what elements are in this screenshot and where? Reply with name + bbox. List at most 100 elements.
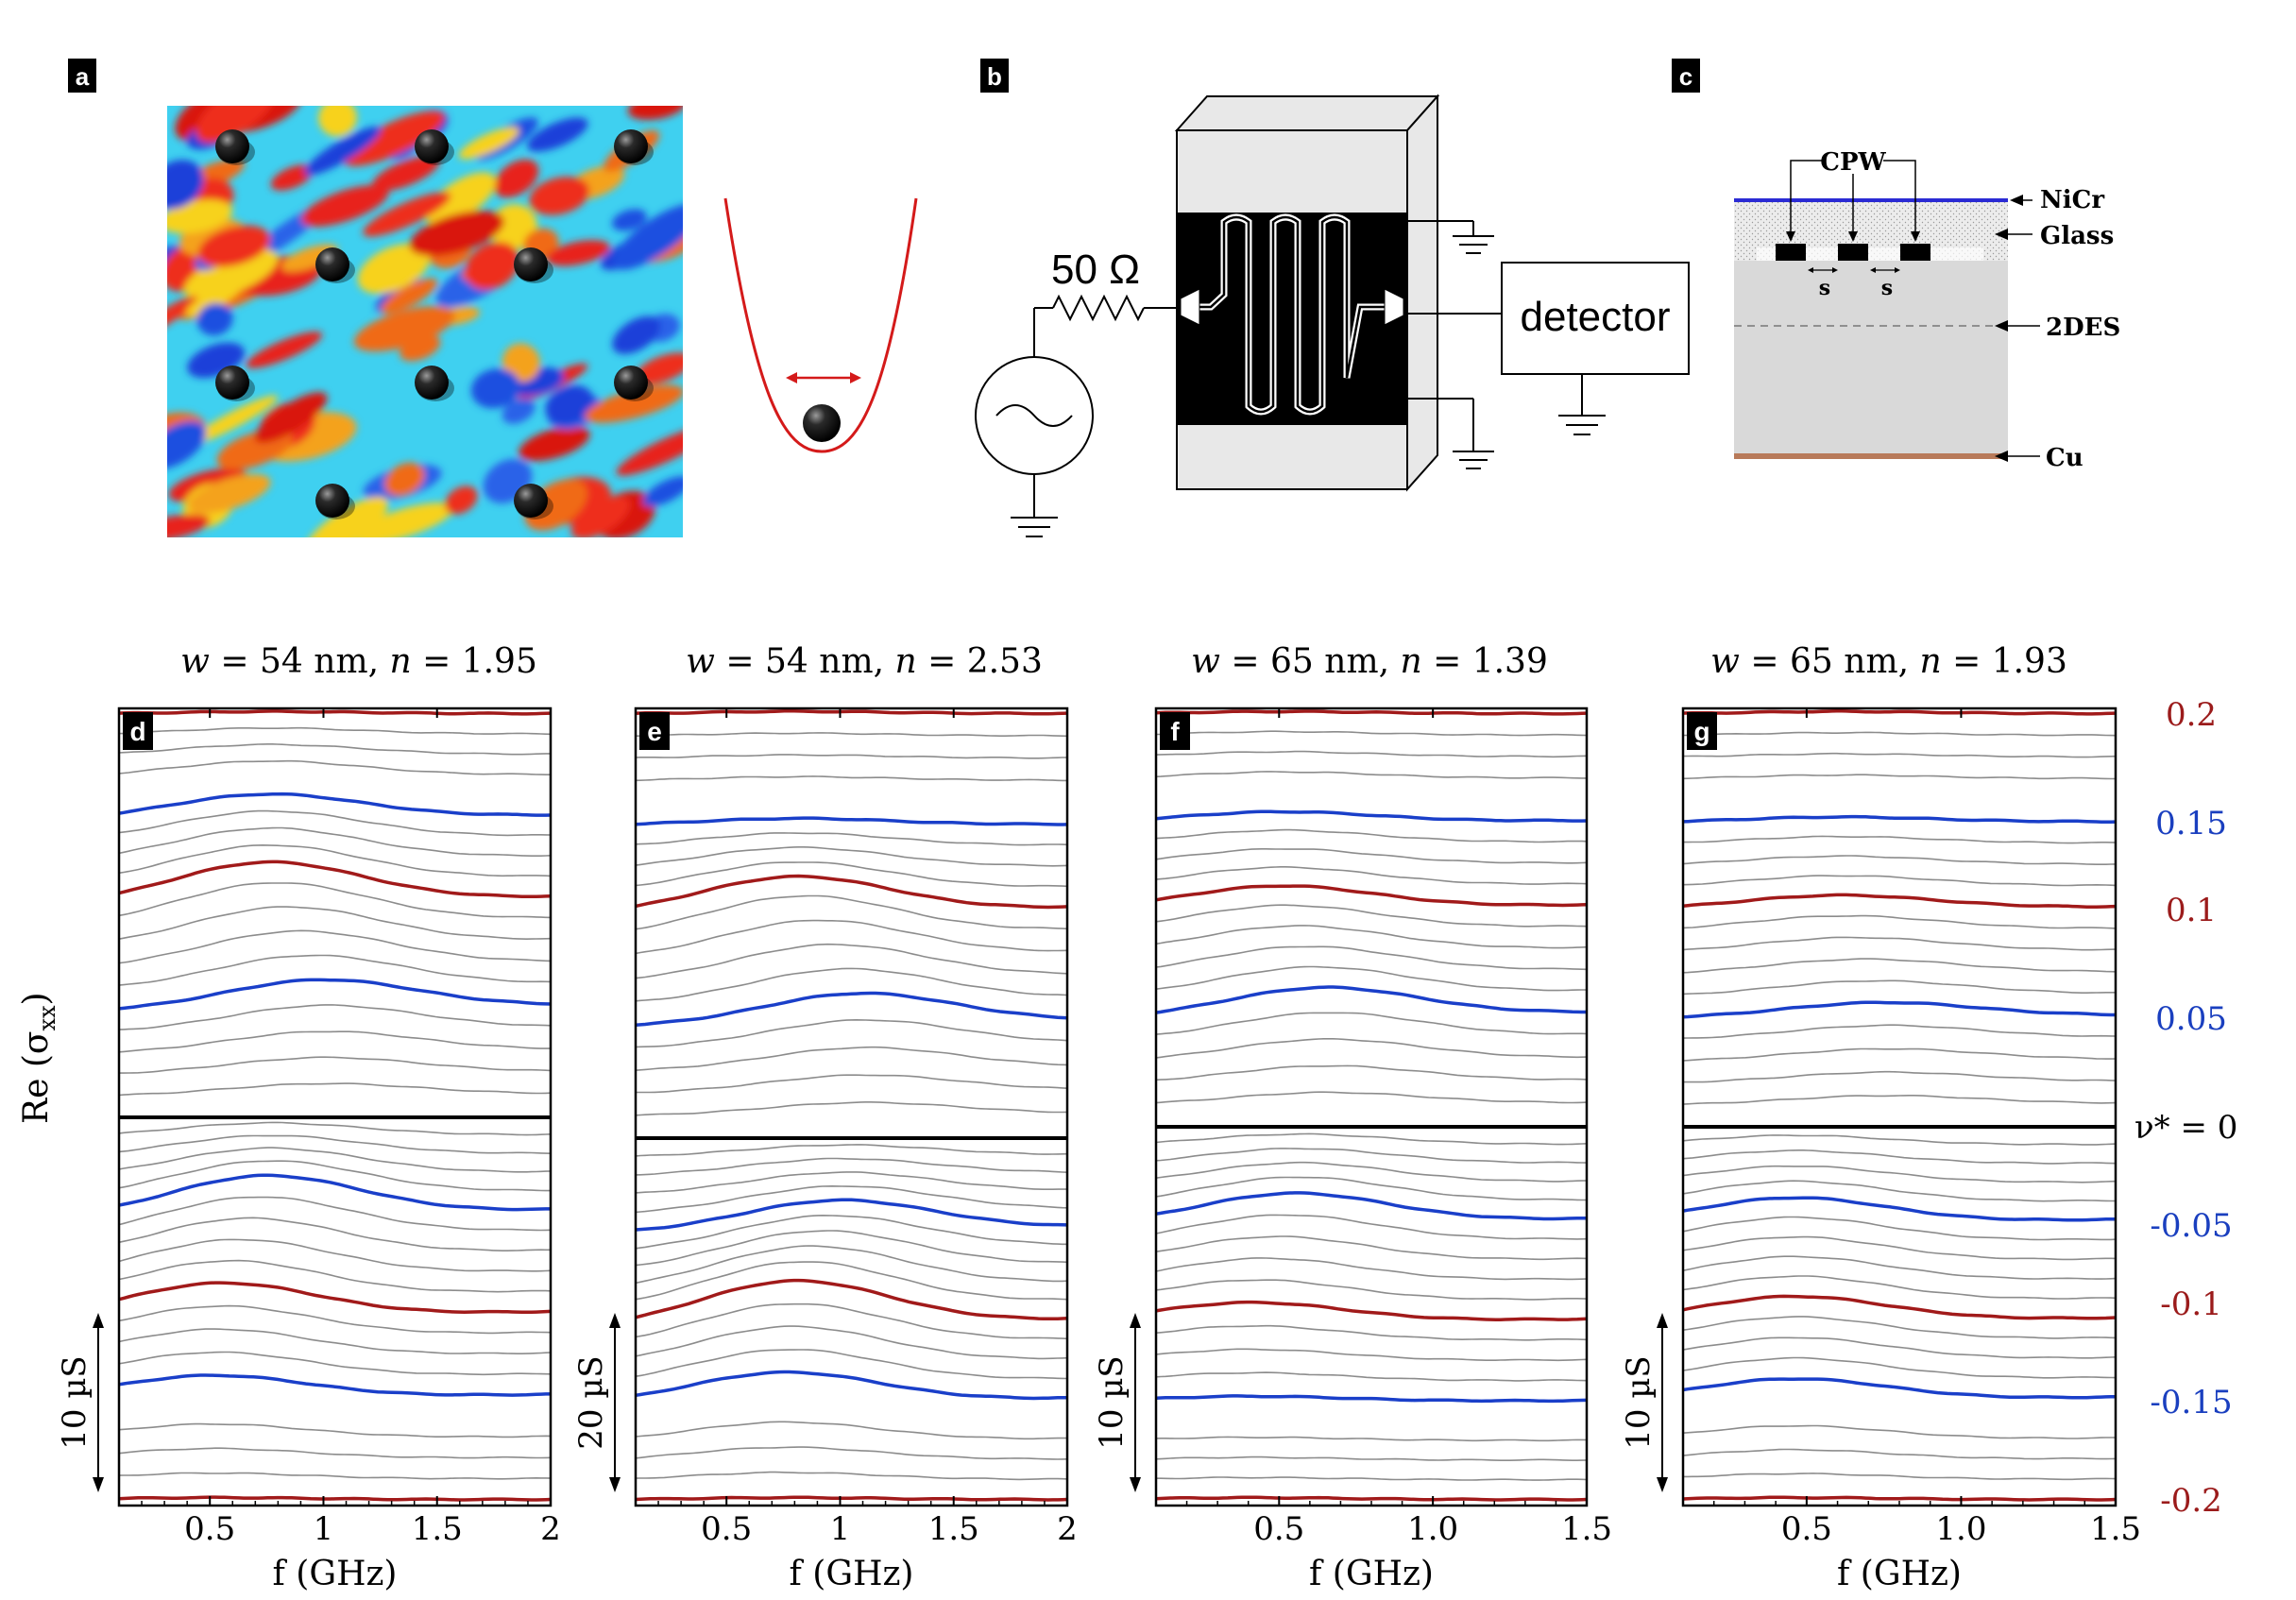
trace-gray (118, 1238, 552, 1272)
trace-gray (118, 1004, 552, 1030)
trace-gray (1155, 1064, 1588, 1081)
electron-ball (415, 366, 449, 400)
ground-icon (1453, 451, 1494, 469)
panel-label-f-box (1160, 712, 1190, 750)
filling-factor-label: -0.05 (2150, 1207, 2232, 1245)
trace-red (1682, 1294, 2117, 1320)
x-axis-label: f (GHz) (273, 1555, 398, 1593)
trace-gray (635, 1349, 1068, 1380)
trace-gray (635, 1184, 1068, 1214)
panel-label-d: d (129, 717, 145, 746)
trace-gray (118, 954, 552, 986)
panel-title: w = 65 nm, n = 1.39 (1191, 642, 1548, 681)
trace-gray (1155, 1324, 1588, 1341)
cpw-ground-plane (1177, 213, 1407, 425)
x-tick-label: 1.5 (1561, 1510, 1612, 1548)
trace-gray (119, 1056, 552, 1074)
trace-red (118, 709, 552, 716)
panel-label-d-box (123, 712, 153, 750)
trace-gray (1155, 925, 1588, 949)
trace-gray (1682, 1255, 2117, 1280)
trace-gray (1155, 904, 1588, 928)
trace-gray (635, 1446, 1068, 1460)
trace-gray (1683, 1070, 2117, 1083)
trace-gray (1682, 1024, 2117, 1039)
svg-text:NiCr: NiCr (2040, 186, 2104, 214)
trace-gray (635, 967, 1068, 1002)
trace-blue (1155, 809, 1588, 823)
trace-gray (1155, 1132, 1588, 1146)
electron-ball (803, 404, 841, 442)
panel-label-b: b (987, 62, 1002, 91)
trace-gray (635, 1370, 1067, 1400)
x-axis-label: f (GHz) (1309, 1555, 1434, 1593)
trace-blue (1155, 1191, 1587, 1221)
layer-label-cu: Cu (1995, 444, 2083, 472)
trace-gray (118, 1472, 552, 1480)
trace-red (635, 874, 1068, 910)
trace-gray (1682, 1216, 2117, 1241)
panel-f: 0.5 1.0 1.5 f (GHz) w = 65 nm, n = 1.39 f 10 µ… (1093, 642, 1612, 1593)
panel-c: c CPW s s NiCr (1672, 59, 2120, 472)
x-tick-label: 1.5 (412, 1510, 463, 1548)
panel-label-c-box (1672, 59, 1700, 93)
trace-gray (635, 894, 1068, 930)
electron-ball (514, 247, 548, 281)
trace-gray (1682, 1165, 2117, 1183)
trace-blue (118, 1373, 551, 1397)
trace-gray (635, 1018, 1068, 1048)
trace-gray (635, 754, 1067, 759)
x-tick-label: 0.5 (184, 1510, 235, 1548)
trace-gray (1682, 1336, 2117, 1359)
trace-gray (118, 1351, 552, 1376)
electron-ball (614, 129, 648, 163)
trace-gray (118, 759, 551, 775)
trace-gray (635, 861, 1068, 888)
resistor-icon (1052, 294, 1145, 322)
panel-g: 0.5 1.0 1.5 f (GHz) w = 65 nm, n = 1.93 g 10 µ… (1620, 642, 2141, 1593)
panel-d: 0.5 1 1.5 2 f (GHz) w = 54 nm, n = 1.95 d 10 µS (56, 642, 561, 1593)
electron-ball (315, 484, 349, 518)
trace-gray (636, 732, 1068, 738)
trace-red (118, 1495, 552, 1502)
trace-gray (118, 906, 552, 941)
panel-label-e: e (647, 717, 662, 746)
electron-ball (514, 484, 548, 518)
trace-blue (1682, 1377, 2117, 1400)
trace-gray (118, 1217, 551, 1251)
panel-label-e-box (639, 712, 670, 750)
cpw-strip (1900, 244, 1930, 261)
trace-blue (1155, 1394, 1588, 1404)
electron-ball (215, 366, 249, 400)
x-tick-label: 0.5 (1253, 1510, 1304, 1548)
trace-gray (118, 843, 552, 877)
trace-gray (635, 832, 1068, 846)
trace-gray (636, 1074, 1068, 1094)
trace-red (118, 1281, 552, 1315)
y-axis-label: Re (σxx) (17, 992, 60, 1124)
panel-label-g-box (1687, 712, 1717, 750)
x-tick-label: 2 (1057, 1510, 1078, 1548)
trace-gray (1682, 1235, 2117, 1261)
gap-arrow (1808, 267, 1838, 273)
trace-gray (1155, 1038, 1588, 1059)
trace-red (1155, 1300, 1588, 1321)
trace-blue (635, 1370, 1067, 1401)
trace-gray (118, 1259, 552, 1293)
trace-gray (118, 743, 551, 756)
panel-title: w = 54 nm, n = 2.53 (686, 642, 1043, 681)
x-axis-label: f (GHz) (790, 1555, 914, 1593)
plot-frame (117, 706, 553, 1507)
trace-gray (1155, 1436, 1588, 1442)
trace-gray (635, 1144, 1068, 1157)
trace-gray (118, 1134, 552, 1154)
trace-gray (1682, 1047, 2117, 1062)
panel-label-a-box (68, 59, 96, 93)
filling-factor-label: -0.2 (2160, 1482, 2222, 1520)
trace-blue (635, 816, 1068, 826)
cpw-strip (1776, 244, 1806, 261)
svg-text:Re (σxx): Re (σxx) (17, 992, 60, 1124)
trace-blue (1682, 1196, 2116, 1222)
x-tick-label: 1.5 (2090, 1510, 2141, 1548)
trace-gray (1156, 1476, 1588, 1481)
